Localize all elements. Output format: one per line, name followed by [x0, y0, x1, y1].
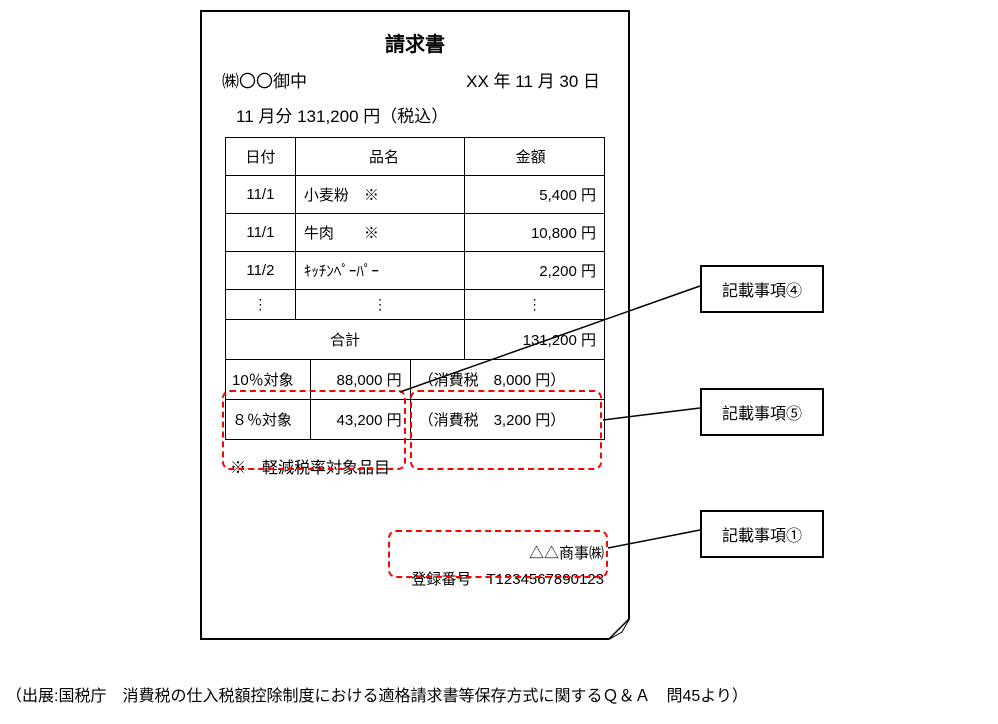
vdots: ⋮	[295, 290, 465, 320]
items-table: 日付 品名 金額 11/1 小麦粉 ※ 5,400 円 11/1 牛肉 ※ 10…	[225, 137, 605, 360]
tax-amount: 43,200 円	[310, 399, 410, 439]
issuer-name: △△商事㈱	[411, 541, 604, 567]
tax-rate: 10％対象	[226, 359, 311, 399]
recipient-date-row: ㈱〇〇御中 XX 年 11 月 30 日	[202, 57, 628, 96]
issuer-block: △△商事㈱ 登録番号 T1234567890123	[411, 541, 604, 592]
total-label: 合計	[226, 320, 465, 360]
recipient: ㈱〇〇御中	[222, 67, 307, 92]
tax-amount: 88,000 円	[310, 359, 410, 399]
cell-item: 牛肉 ※	[295, 214, 465, 252]
cell-amount: 10,800 円	[465, 214, 605, 252]
invoice-date: XX 年 11 月 30 日	[466, 67, 600, 92]
invoice-title: 請求書	[202, 12, 628, 57]
cell-item: ｷｯﾁﾝﾍﾟｰﾊﾟｰ	[295, 252, 465, 290]
issuer-registration: 登録番号 T1234567890123	[411, 567, 604, 593]
header-date: 日付	[226, 138, 296, 176]
callout-item5: 記載事項⑤	[700, 388, 824, 436]
page-curl-icon	[608, 618, 630, 640]
callout-item4: 記載事項④	[700, 265, 824, 313]
tax-detail: （消費税 3,200 円）	[410, 399, 604, 439]
table-row: 11/1 牛肉 ※ 10,800 円	[226, 214, 605, 252]
cell-date: 11/1	[226, 214, 296, 252]
table-row: 11/2 ｷｯﾁﾝﾍﾟｰﾊﾟｰ 2,200 円	[226, 252, 605, 290]
summary-line: 11 月分 131,200 円（税込）	[202, 96, 628, 137]
cell-date: 11/1	[226, 176, 296, 214]
tax-row: ８％対象 43,200 円 （消費税 3,200 円）	[226, 399, 605, 439]
total-row: 合計 131,200 円	[226, 320, 605, 360]
invoice-document: 請求書 ㈱〇〇御中 XX 年 11 月 30 日 11 月分 131,200 円…	[200, 10, 630, 640]
vdots: ⋮	[465, 290, 605, 320]
callout-item1: 記載事項①	[700, 510, 824, 558]
tax-rate: ８％対象	[226, 399, 311, 439]
cell-item: 小麦粉 ※	[295, 176, 465, 214]
header-item: 品名	[295, 138, 465, 176]
cell-amount: 5,400 円	[465, 176, 605, 214]
tax-row: 10％対象 88,000 円 （消費税 8,000 円）	[226, 359, 605, 399]
note-line: ※ 軽減税率対象品目	[202, 440, 628, 478]
total-amount: 131,200 円	[465, 320, 605, 360]
tax-breakdown-table: 10％対象 88,000 円 （消費税 8,000 円） ８％対象 43,200…	[225, 359, 605, 440]
cell-date: 11/2	[226, 252, 296, 290]
source-citation: （出展:国税庁 消費税の仕入税額控除制度における適格請求書等保存方式に関するＱ＆…	[6, 682, 748, 706]
cell-amount: 2,200 円	[465, 252, 605, 290]
table-row: 11/1 小麦粉 ※ 5,400 円	[226, 176, 605, 214]
vdots: ⋮	[226, 290, 296, 320]
tax-detail: （消費税 8,000 円）	[410, 359, 604, 399]
table-header-row: 日付 品名 金額	[226, 138, 605, 176]
table-row-ellipsis: ⋮ ⋮ ⋮	[226, 290, 605, 320]
header-amount: 金額	[465, 138, 605, 176]
